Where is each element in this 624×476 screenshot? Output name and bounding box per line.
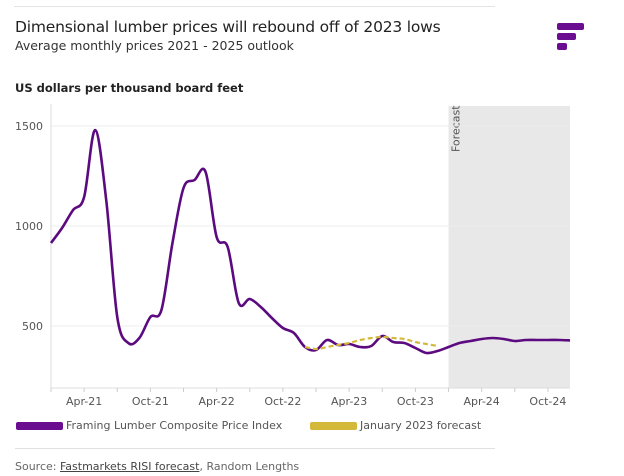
legend-label-price-index: Framing Lumber Composite Price Index (66, 419, 283, 432)
x-tick-label: Oct-24 (529, 395, 566, 408)
footer-divider (15, 448, 495, 449)
legend-item-price-index: Framing Lumber Composite Price Index (16, 419, 282, 432)
series-line-jan-2023-forecast (304, 335, 438, 351)
legend-swatch-price-index (16, 421, 63, 430)
x-tick-label: Oct-21 (132, 395, 169, 408)
y-tick-label: 1500 (15, 120, 43, 133)
x-tick-label: Apr-24 (464, 395, 500, 408)
x-tick-label: Oct-23 (397, 395, 434, 408)
chart-title: Dimensional lumber prices will rebound o… (15, 18, 441, 36)
x-tick-label: Apr-23 (331, 395, 367, 408)
source-rest: , Random Lengths (199, 460, 300, 473)
forecast-label: Forecast (450, 105, 463, 152)
y-tick-label: 1000 (15, 220, 43, 233)
y-tick-label: 500 (22, 320, 43, 333)
forecast-region (448, 106, 570, 388)
brand-logo (557, 23, 585, 53)
legend-label-jan-2023-forecast: January 2023 forecast (360, 419, 482, 432)
legend-swatch-jan-2023-forecast (310, 421, 357, 430)
top-divider (14, 6, 495, 7)
y-axis-label: US dollars per thousand board feet (15, 81, 244, 95)
chart-subtitle: Average monthly prices 2021 - 2025 outlo… (15, 38, 294, 53)
legend-item-jan-2023-forecast: January 2023 forecast (310, 419, 481, 432)
x-tick-label: Apr-22 (198, 395, 234, 408)
source-note: Source: Fastmarkets RISI forecast, Rando… (15, 460, 299, 473)
x-tick-label: Oct-22 (264, 395, 301, 408)
x-tick-label: Apr-21 (66, 395, 102, 408)
source-prefix: Source: (15, 460, 60, 473)
source-link[interactable]: Fastmarkets RISI forecast (59, 460, 200, 473)
